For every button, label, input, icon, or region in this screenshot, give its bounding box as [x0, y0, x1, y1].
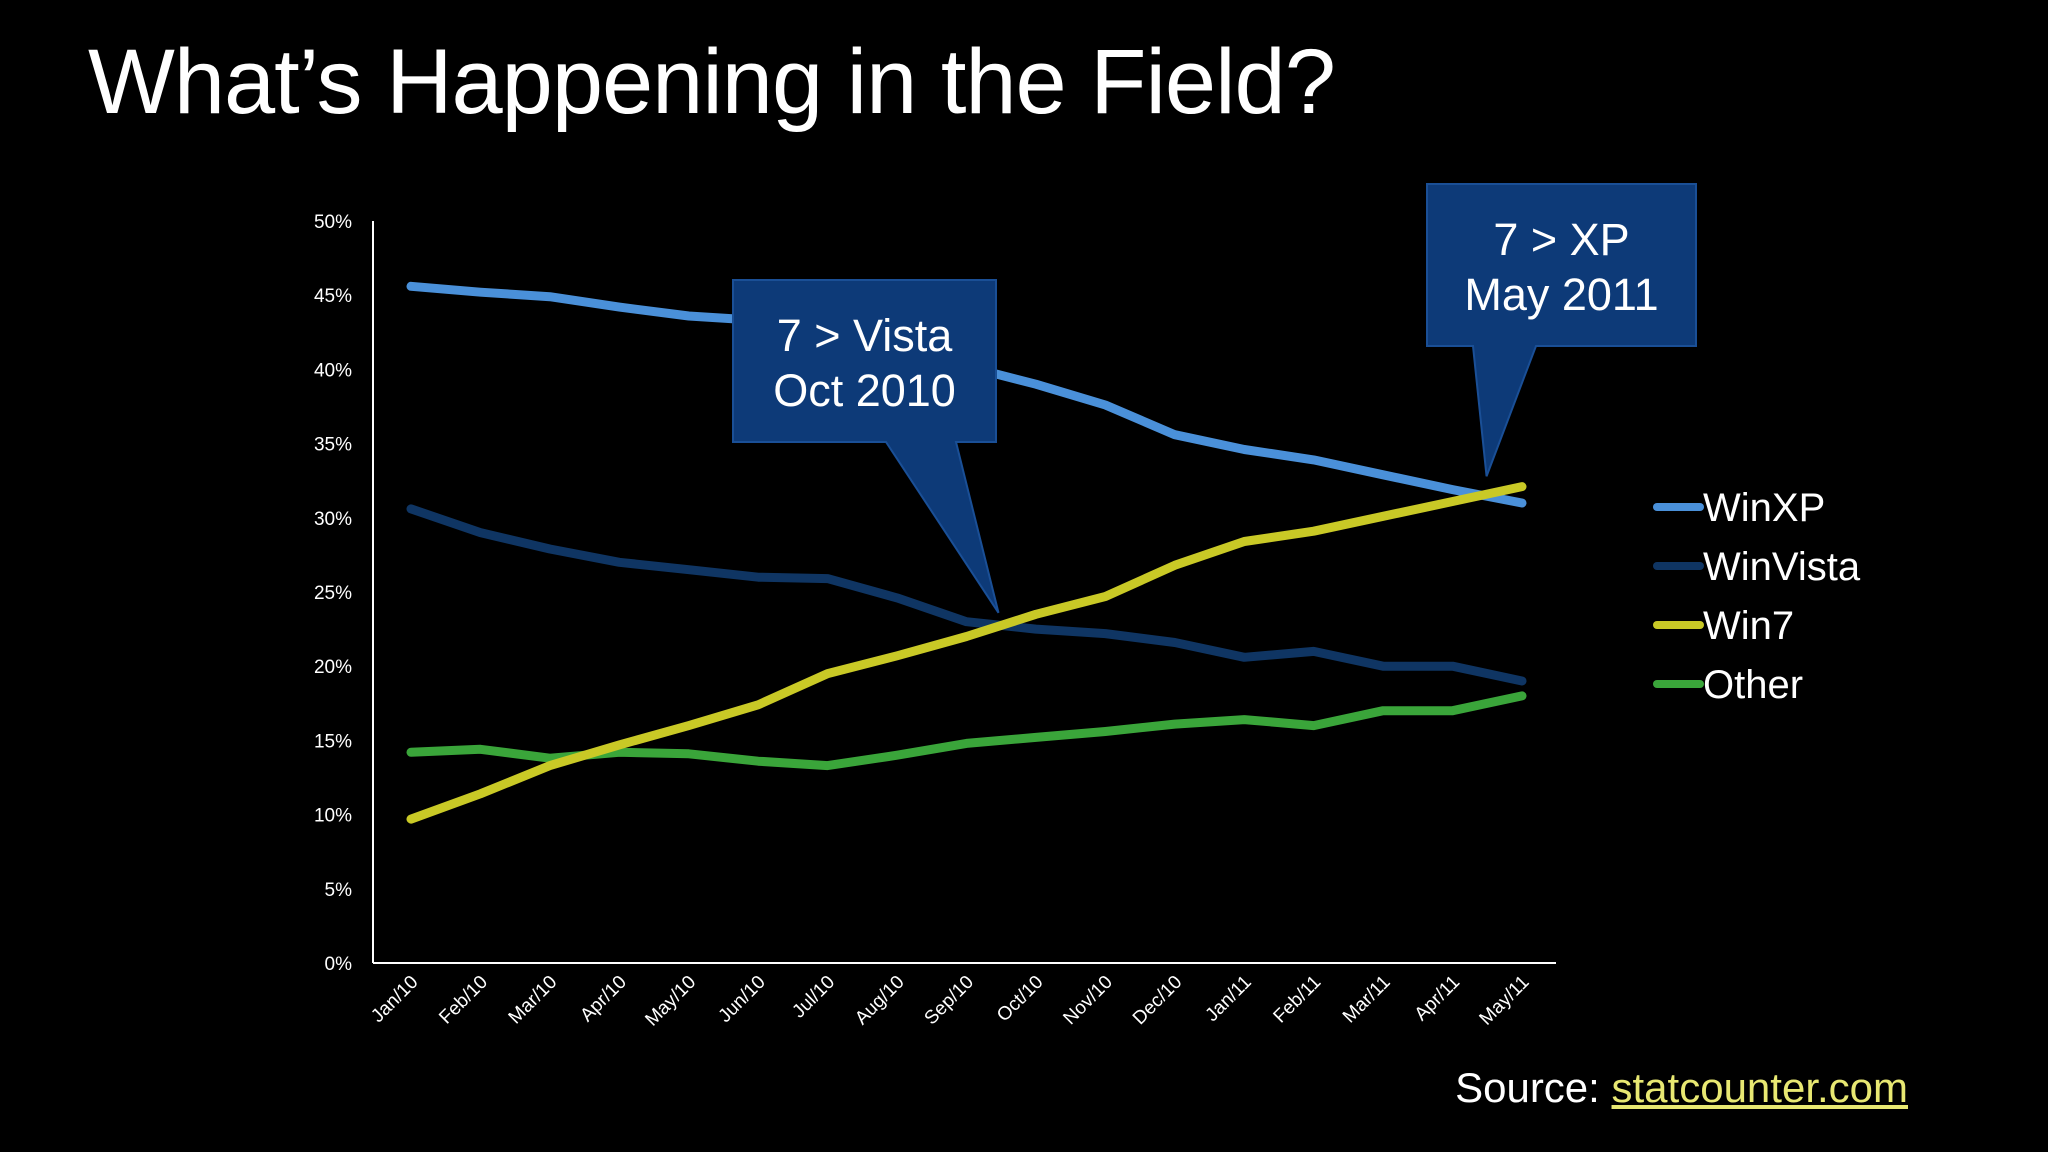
series-line-win7 [406, 482, 1527, 824]
callout-box [732, 279, 1000, 614]
x-tick-label: Sep/10 [921, 972, 978, 1029]
source-attribution: Source: statcounter.com [1455, 1064, 1908, 1112]
x-tick-label: Oct/10 [993, 972, 1047, 1026]
y-tick-label: 5% [325, 880, 353, 901]
callout-line1: 7 > Vista [777, 310, 954, 361]
callout-line2: Oct 2010 [773, 365, 956, 416]
slide-title: What’s Happening in the Field? [88, 31, 1336, 133]
y-tick-label: 40% [314, 360, 352, 381]
legend: WinXP WinVista Win7 Other [1653, 486, 1861, 707]
callout-line2: May 2011 [1464, 269, 1658, 320]
x-tick-label: Aug/10 [851, 972, 908, 1029]
chart-series [406, 281, 1527, 824]
x-tick-label: Feb/11 [1270, 972, 1326, 1028]
y-tick-label: 0% [325, 954, 353, 975]
x-tick-label: May/10 [641, 972, 700, 1031]
y-tick-label: 15% [314, 731, 352, 752]
y-tick-label: 45% [314, 286, 352, 307]
x-tick-label: Jun/10 [715, 972, 770, 1027]
x-axis-ticks: Jan/10 Feb/10 Mar/10 Apr/10 May/10 Jun/10 Jul/… [367, 972, 1533, 1031]
y-axis-ticks: 0% 5% 10% 15% 20% 25% 30% 35% 40% 45% 50% [314, 212, 352, 975]
y-tick-label: 10% [314, 806, 352, 827]
y-tick-label: 20% [314, 657, 352, 678]
x-tick-label: Dec/10 [1129, 972, 1186, 1029]
x-tick-label: Jan/11 [1202, 972, 1256, 1026]
x-tick-label: Apr/11 [1411, 972, 1464, 1025]
y-tick-label: 50% [314, 212, 352, 233]
x-tick-label: Feb/10 [435, 972, 492, 1029]
legend-label: Win7 [1703, 604, 1794, 648]
legend-label: WinVista [1703, 545, 1861, 589]
source-link[interactable]: statcounter.com [1611, 1064, 1908, 1111]
legend-label: Other [1703, 663, 1803, 707]
y-tick-label: 30% [314, 509, 352, 530]
chart-axes [372, 221, 1556, 964]
y-tick-label: 25% [314, 583, 352, 604]
y-tick-label: 35% [314, 435, 352, 456]
x-tick-label: Jul/10 [788, 972, 839, 1023]
source-label: Source: [1455, 1064, 1600, 1111]
x-tick-label: Jan/10 [367, 972, 422, 1027]
callout-box [1426, 183, 1697, 477]
x-tick-label: Mar/11 [1339, 972, 1395, 1028]
x-tick-label: Nov/10 [1059, 972, 1116, 1029]
legend-label: WinXP [1703, 486, 1825, 530]
x-tick-label: Mar/10 [505, 972, 562, 1029]
x-tick-label: Apr/10 [576, 972, 630, 1026]
series-line-winvista [406, 504, 1527, 686]
callout-line1: 7 > XP [1493, 214, 1629, 265]
x-tick-label: May/11 [1476, 972, 1534, 1030]
